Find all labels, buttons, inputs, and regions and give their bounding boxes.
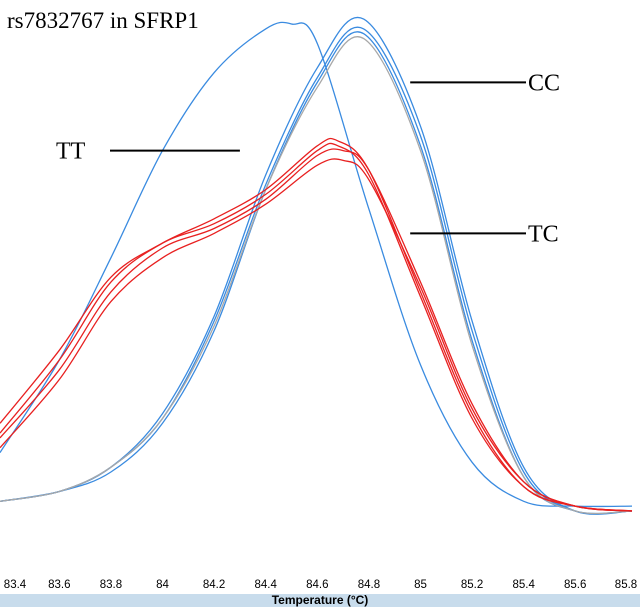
x-axis-band	[0, 594, 640, 607]
melt-curve-7	[0, 148, 633, 512]
curves-layer	[0, 16, 633, 515]
chart-title: rs7832767 in SFRP1	[7, 8, 199, 33]
melt-curve-0	[0, 21, 633, 508]
x-tick-labels: 83.4 83.6 83.8 84 84.2 84.4 84.6 84.8 85 85.2 85.4…	[4, 579, 637, 591]
genotype-label-cc: CC	[528, 70, 560, 96]
x-tick-label: 83.4	[4, 579, 27, 591]
melt-curve-6	[0, 142, 633, 512]
melt-curve-5	[0, 137, 633, 512]
x-tick-label: 83.8	[100, 579, 122, 591]
x-tick-label: 85.6	[564, 579, 586, 591]
x-tick-label: 84.8	[358, 579, 380, 591]
x-tick-label: 85.8	[615, 579, 637, 591]
melt-curve-2	[0, 26, 633, 515]
melt-curve-3	[0, 31, 633, 515]
melt-curve-1	[0, 16, 633, 515]
x-tick-label: 84.2	[203, 579, 225, 591]
x-tick-label: 84.6	[306, 579, 328, 591]
x-tick-label: 84	[156, 579, 169, 591]
x-tick-label: 83.6	[48, 579, 70, 591]
x-tick-label: 85	[414, 579, 427, 591]
x-axis-title: Temperature (°C)	[272, 593, 369, 607]
x-tick-label: 84.4	[255, 579, 278, 591]
genotype-label-tc: TC	[528, 221, 559, 247]
genotype-label-tt: TT	[56, 139, 86, 165]
x-tick-label: 85.4	[513, 579, 536, 591]
leader-lines	[110, 81, 526, 235]
melt-curve-4	[0, 36, 633, 515]
melt-curve-8	[0, 158, 633, 512]
x-tick-label: 85.2	[461, 579, 483, 591]
